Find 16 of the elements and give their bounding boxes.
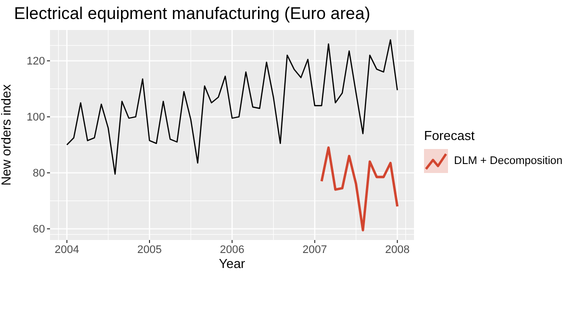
chart-title: Electrical equipment manufacturing (Euro area) bbox=[14, 4, 370, 24]
y-tick-label: 100 bbox=[26, 112, 45, 124]
x-tick-label: 2006 bbox=[220, 244, 244, 256]
legend-title: Forecast bbox=[424, 128, 476, 143]
x-tick-label: 2004 bbox=[54, 244, 80, 256]
x-tick-label: 2008 bbox=[385, 244, 410, 256]
line-series bbox=[66, 39, 398, 175]
x-tick-label: 2005 bbox=[137, 244, 162, 256]
x-tick-label: 2007 bbox=[302, 244, 327, 256]
legend-label: DLM + Decomposition bbox=[454, 155, 563, 167]
line-series bbox=[320, 146, 399, 232]
y-axis-title: New orders index bbox=[0, 84, 14, 186]
x-axis-title: Year bbox=[218, 256, 246, 271]
y-tick-label: 120 bbox=[26, 56, 45, 68]
y-tick-label: 80 bbox=[32, 168, 45, 180]
y-tick-label: 60 bbox=[32, 224, 45, 236]
